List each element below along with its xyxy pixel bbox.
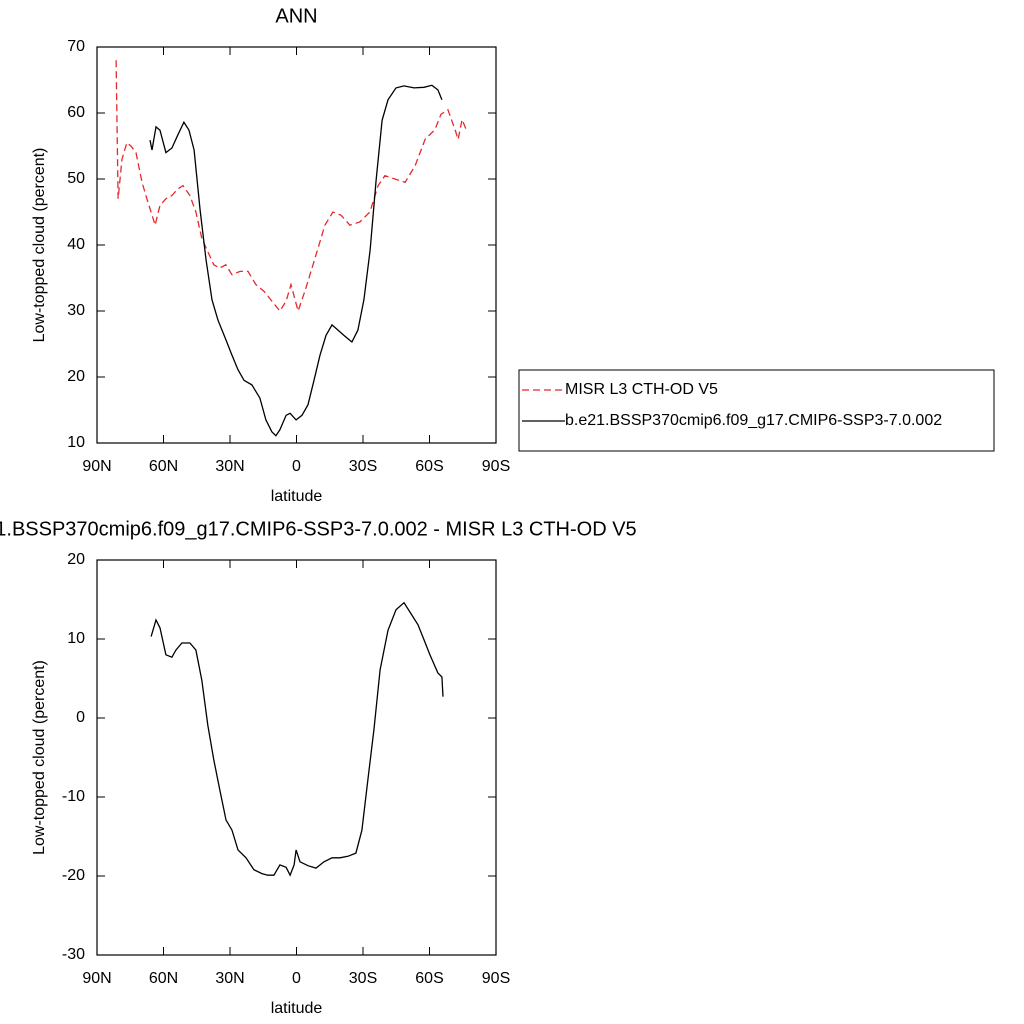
x-tick-label: 30S bbox=[349, 458, 377, 475]
y-tick-label: -20 bbox=[62, 867, 85, 884]
x-tick-label: 30N bbox=[215, 458, 244, 475]
data-line bbox=[115, 60, 467, 314]
x-tick-label: 60N bbox=[149, 458, 178, 475]
legend-label: b.e21.BSSP370cmip6.f09_g17.CMIP6-SSP3-7.… bbox=[565, 412, 942, 429]
x-tick-label: 90N bbox=[82, 970, 111, 987]
x-tick-label: 90S bbox=[482, 970, 510, 987]
y-tick-label: 70 bbox=[67, 38, 85, 55]
x-tick-label: 60N bbox=[149, 970, 178, 987]
x-tick-label: 0 bbox=[292, 458, 301, 475]
x-tick-label: 90N bbox=[82, 458, 111, 475]
y-tick-label: 40 bbox=[67, 236, 85, 253]
x-tick-label: 30S bbox=[349, 970, 377, 987]
y-tick-label: 50 bbox=[67, 170, 85, 187]
y-tick-label: -10 bbox=[62, 788, 85, 805]
y-axis-label: Low-topped cloud (percent) bbox=[31, 660, 48, 855]
x-tick-label: 60S bbox=[415, 458, 443, 475]
x-tick-label: 90S bbox=[482, 458, 510, 475]
y-tick-label: -30 bbox=[62, 946, 85, 963]
x-axis-label: latitude bbox=[271, 1000, 323, 1017]
y-tick-label: 30 bbox=[67, 302, 85, 319]
y-tick-label: 10 bbox=[67, 434, 85, 451]
plot-frame bbox=[96, 559, 497, 956]
plot-frame bbox=[96, 46, 497, 444]
x-tick-label: 60S bbox=[415, 970, 443, 987]
data-line bbox=[149, 84, 443, 437]
x-tick-label: 0 bbox=[292, 970, 301, 987]
x-axis-label: latitude bbox=[271, 488, 323, 505]
y-tick-label: 0 bbox=[76, 709, 85, 726]
legend-box bbox=[518, 369, 995, 452]
y-tick-label: 60 bbox=[67, 104, 85, 121]
legend-label: MISR L3 CTH-OD V5 bbox=[565, 381, 718, 398]
y-tick-label: 10 bbox=[67, 630, 85, 647]
data-line bbox=[150, 601, 444, 877]
x-tick-label: 30N bbox=[215, 970, 244, 987]
chart-title: ANN bbox=[275, 5, 317, 27]
y-tick-label: 20 bbox=[67, 368, 85, 385]
chart-title: b.e21.BSSP370cmip6.f09_g17.CMIP6-SSP3-7.… bbox=[0, 518, 637, 540]
y-tick-label: 20 bbox=[67, 551, 85, 568]
y-axis-label: Low-topped cloud (percent) bbox=[31, 148, 48, 343]
